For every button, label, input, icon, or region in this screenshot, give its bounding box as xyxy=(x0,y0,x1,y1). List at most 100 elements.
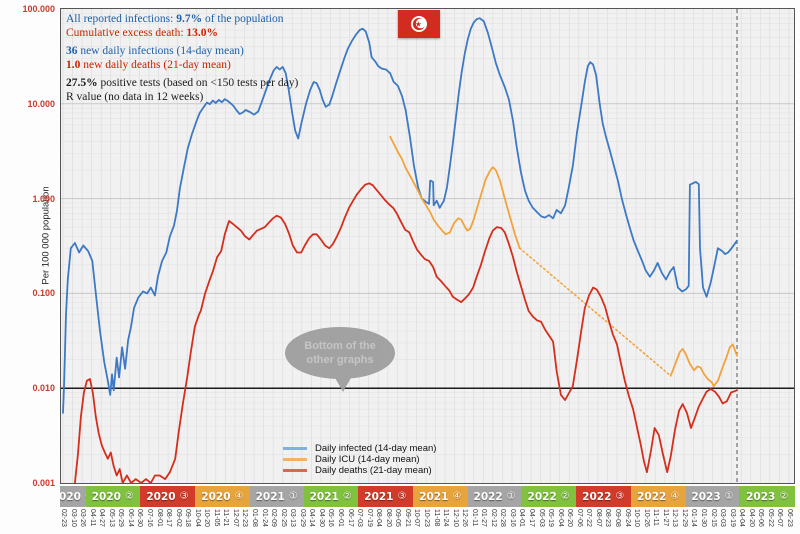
quarter-band-2023-q1: 2023 ① xyxy=(685,486,740,507)
chart-legend: Daily infected (14-day mean) Daily ICU (1… xyxy=(283,443,436,476)
x-tick-label: 08-01 xyxy=(155,509,163,527)
x-tick-label: 05-19 xyxy=(547,509,555,527)
series-daily-deaths-21-day-mean- xyxy=(73,182,738,483)
x-tick-label: 08-23 xyxy=(604,509,612,527)
bubble-text: other graphs xyxy=(306,354,373,366)
series-daily-icu-14-day-mean- xyxy=(389,135,521,250)
x-tick-label: 02-09 xyxy=(270,509,278,527)
x-tick-label: 05-06 xyxy=(757,509,765,527)
quarter-band-2023-q2: 2023 ② xyxy=(739,486,795,507)
x-tick-label: 11-08 xyxy=(432,509,440,527)
x-tick-label: 07-03 xyxy=(356,509,364,527)
reported-infections-line: All reported infections: 9.7% of the pop… xyxy=(66,13,284,25)
x-tick-label: 10-04 xyxy=(193,509,201,527)
x-tick-label: 12-23 xyxy=(241,509,249,527)
legend-swatch xyxy=(283,447,307,450)
y-tick-label: 10.000 xyxy=(27,98,55,109)
x-tick-label: 04-17 xyxy=(528,509,536,527)
quarter-bands: 2020①2020②2020③2020④2021①2021②2021③2021④… xyxy=(0,486,800,507)
x-tick-label: 03-03 xyxy=(719,509,727,527)
x-tick-label: 01-24 xyxy=(260,509,268,527)
x-tick-label: 09-18 xyxy=(184,509,192,527)
bottom-of-graphs-bubble: Bottom of the other graphs xyxy=(285,327,395,392)
quarter-band-2022-q3: 2022 ③ xyxy=(575,486,631,507)
x-tick-label: 02-12 xyxy=(489,509,497,527)
x-tick-label: 02-15 xyxy=(709,509,717,527)
x-tick-label: 11-27 xyxy=(661,509,669,527)
x-tick-label: 03-16 xyxy=(508,509,516,527)
x-tick-label: 04-14 xyxy=(308,509,316,527)
x-tick-label: 03-10 xyxy=(69,509,77,527)
y-tick-label: 0.001 xyxy=(32,478,55,488)
x-tick-label: 08-07 xyxy=(594,509,602,527)
x-tick-label: 03-13 xyxy=(289,509,297,527)
legend-swatch xyxy=(283,469,307,472)
x-tick-label: 08-17 xyxy=(165,509,173,527)
x-tick-label: 10-26 xyxy=(642,509,650,527)
x-tick-label: 05-16 xyxy=(327,509,335,527)
x-tick-label: 02-25 xyxy=(279,509,287,527)
new-infections-line: 36 new daily infections (14-day mean) xyxy=(66,45,244,57)
x-tick-label: 03-19 xyxy=(728,509,736,527)
x-tick-label: 08-04 xyxy=(375,509,383,527)
x-tick-label: 08-20 xyxy=(384,509,392,527)
y-tick-label: 0.100 xyxy=(32,288,55,299)
x-tick-label: 07-22 xyxy=(585,509,593,527)
x-tick-label: 09-05 xyxy=(394,509,402,527)
summary-text-block: All reported infections: 9.7% of the pop… xyxy=(66,13,298,104)
x-tick-label: 06-01 xyxy=(337,509,344,527)
legend-swatch xyxy=(283,458,307,461)
x-tick-label: 04-01 xyxy=(518,509,526,527)
x-tick-label: 05-03 xyxy=(537,509,545,527)
series-daily-infected-14-day-mean- xyxy=(62,17,738,414)
x-tick-label: 09-24 xyxy=(623,509,631,527)
x-tick-label: 02-23 xyxy=(60,509,67,527)
quarter-band-2022-q4: 2022 ④ xyxy=(630,486,686,507)
x-tick-label: 01-11 xyxy=(470,509,478,527)
x-tick-label: 05-22 xyxy=(766,509,774,527)
x-tick-label: 04-04 xyxy=(738,509,746,527)
legend-item: Daily ICU (14-day mean) xyxy=(283,454,436,465)
series-daily-icu-14-day-mean-data-gap-interpolation xyxy=(518,247,672,377)
y-tick-label: 1.000 xyxy=(32,193,55,204)
quarter-band-2021-q4: 2021 ④ xyxy=(412,486,468,507)
x-tick-label: 11-21 xyxy=(222,509,230,527)
x-tick-label: 07-06 xyxy=(575,509,583,527)
x-tick-label: 01-27 xyxy=(480,509,488,527)
x-tick-label: 10-23 xyxy=(422,509,430,527)
x-tick-label: 12-29 xyxy=(680,509,688,527)
excess-death-line: Cumulative excess death: 13.0% xyxy=(66,26,219,39)
x-tick-label: 06-07 xyxy=(776,509,784,527)
x-tick-label: 07-16 xyxy=(145,509,153,527)
x-tick-label: 09-08 xyxy=(614,509,622,527)
new-deaths-line: 1.0 new daily deaths (21-day mean) xyxy=(66,58,231,71)
x-tick-label: 04-11 xyxy=(88,509,96,527)
bubble-text: Bottom of the xyxy=(304,340,375,352)
x-tick-label: 06-20 xyxy=(566,509,574,527)
x-tick-label: 10-10 xyxy=(633,509,641,527)
x-tick-label: 01-30 xyxy=(699,509,707,527)
r-value-line: R value (no data in 12 weeks) xyxy=(66,90,204,103)
x-tick-label: 01-08 xyxy=(251,509,259,527)
x-tick-label: 04-30 xyxy=(317,509,325,527)
x-tick-label: 12-10 xyxy=(451,509,459,527)
x-tick-label: 09-02 xyxy=(174,509,182,527)
x-tick-label: 03-29 xyxy=(298,509,306,527)
quarter-band-2021-q1: 2021 ① xyxy=(249,486,304,507)
x-tick-label: 02-28 xyxy=(499,509,507,527)
quarter-band-2020-q4: 2020 ④ xyxy=(194,486,250,507)
x-tick-label: 06-17 xyxy=(346,509,354,527)
legend-item: Daily infected (14-day mean) xyxy=(283,443,436,454)
x-tick-label: 03-26 xyxy=(79,509,87,527)
x-tick-label: 05-13 xyxy=(107,509,115,527)
legend-label: Daily deaths (21-day mean) xyxy=(315,465,432,476)
quarter-band-2020-q3: 2020 ③ xyxy=(140,486,195,507)
x-tick-label: 06-14 xyxy=(126,509,134,527)
x-tick-label: 11-11 xyxy=(652,509,660,526)
series-daily-icu-14-day-mean-resumed xyxy=(669,343,738,388)
y-tick-label: 100.000 xyxy=(22,4,55,14)
plot-area: Bottom of the other graphs All reported i… xyxy=(60,8,795,484)
y-tick-label: 0.010 xyxy=(32,383,55,394)
x-tick-label: 11-24 xyxy=(442,509,450,527)
